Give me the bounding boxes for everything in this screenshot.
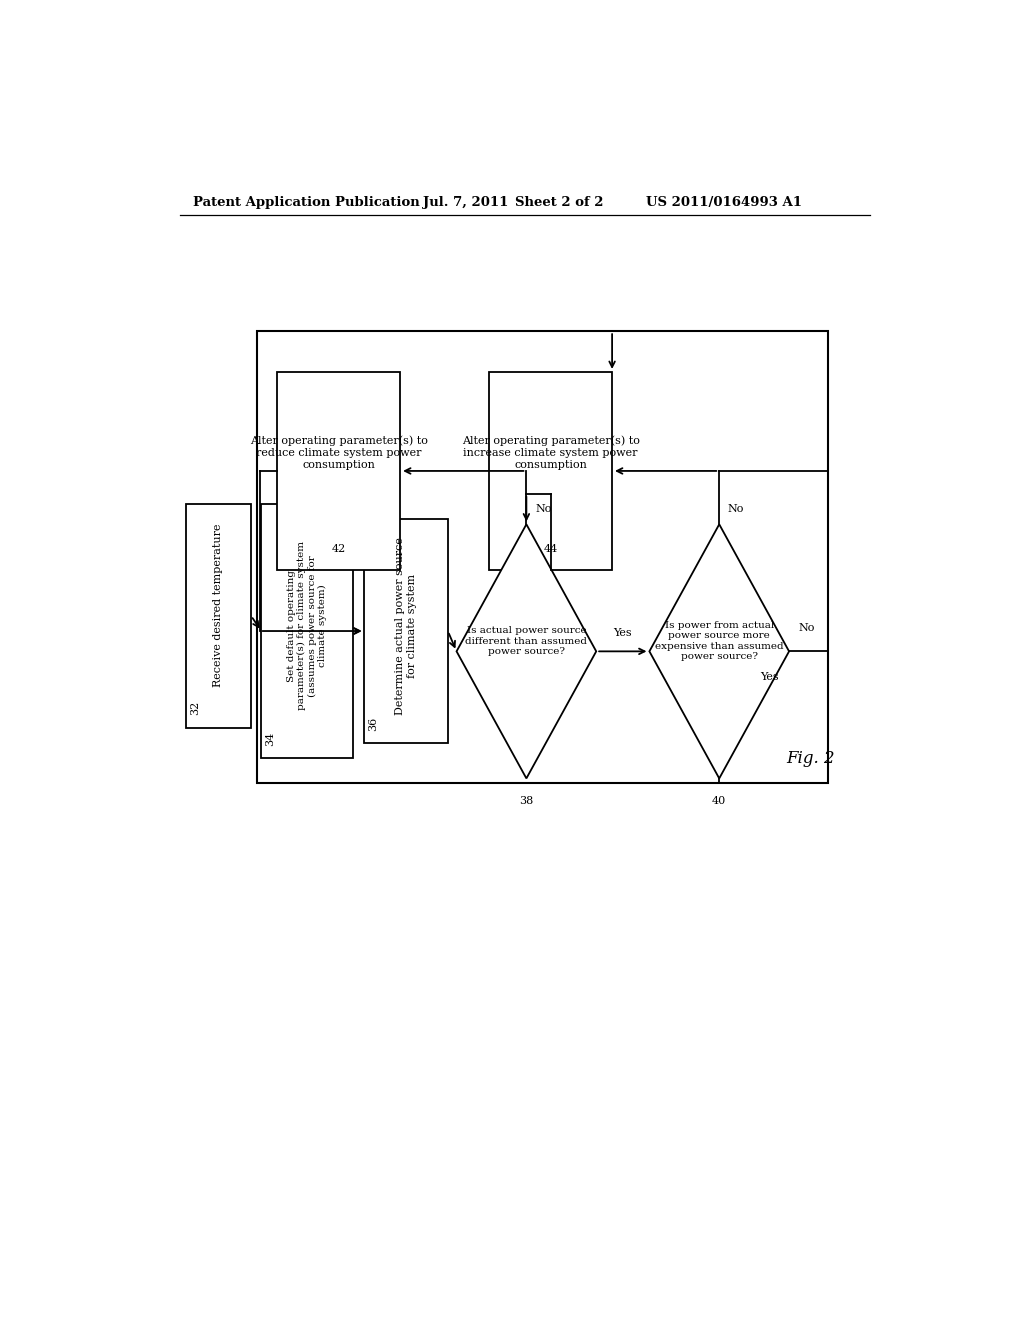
Text: Set default operating
parameter(s) for climate system
(assumes power source for
: Set default operating parameter(s) for c…: [287, 541, 328, 710]
Text: Determine actual power source
for climate system: Determine actual power source for climat…: [395, 537, 417, 715]
Text: Jul. 7, 2011: Jul. 7, 2011: [423, 195, 509, 209]
Text: 44: 44: [544, 544, 558, 554]
Text: 40: 40: [712, 796, 726, 805]
Text: Yes: Yes: [761, 672, 779, 681]
FancyBboxPatch shape: [257, 331, 828, 784]
Text: Patent Application Publication: Patent Application Publication: [194, 195, 420, 209]
Text: Is power from actual
power source more
expensive than assumed
power source?: Is power from actual power source more e…: [655, 622, 783, 661]
Text: Receive desired temperature: Receive desired temperature: [213, 524, 223, 688]
FancyBboxPatch shape: [186, 504, 251, 727]
Text: Fig. 2: Fig. 2: [786, 750, 836, 767]
Text: Is actual power source
different than assumed
power source?: Is actual power source different than as…: [465, 626, 588, 656]
Text: 38: 38: [519, 796, 534, 805]
FancyBboxPatch shape: [278, 372, 400, 570]
Text: No: No: [799, 623, 815, 634]
Text: 34: 34: [265, 731, 275, 746]
Text: 32: 32: [189, 701, 200, 715]
Text: 42: 42: [332, 544, 346, 554]
FancyBboxPatch shape: [261, 504, 352, 758]
Text: Sheet 2 of 2: Sheet 2 of 2: [515, 195, 604, 209]
Polygon shape: [457, 524, 596, 779]
FancyBboxPatch shape: [489, 372, 612, 570]
Text: No: No: [536, 504, 552, 515]
Text: 36: 36: [369, 717, 379, 731]
Polygon shape: [649, 524, 790, 779]
FancyBboxPatch shape: [365, 519, 447, 743]
Text: Alter operating parameter(s) to
increase climate system power
consumption: Alter operating parameter(s) to increase…: [462, 436, 640, 470]
Text: No: No: [727, 504, 743, 515]
Text: Alter operating parameter(s) to
reduce climate system power
consumption: Alter operating parameter(s) to reduce c…: [250, 436, 428, 470]
Text: US 2011/0164993 A1: US 2011/0164993 A1: [646, 195, 802, 209]
Text: Yes: Yes: [613, 628, 632, 638]
